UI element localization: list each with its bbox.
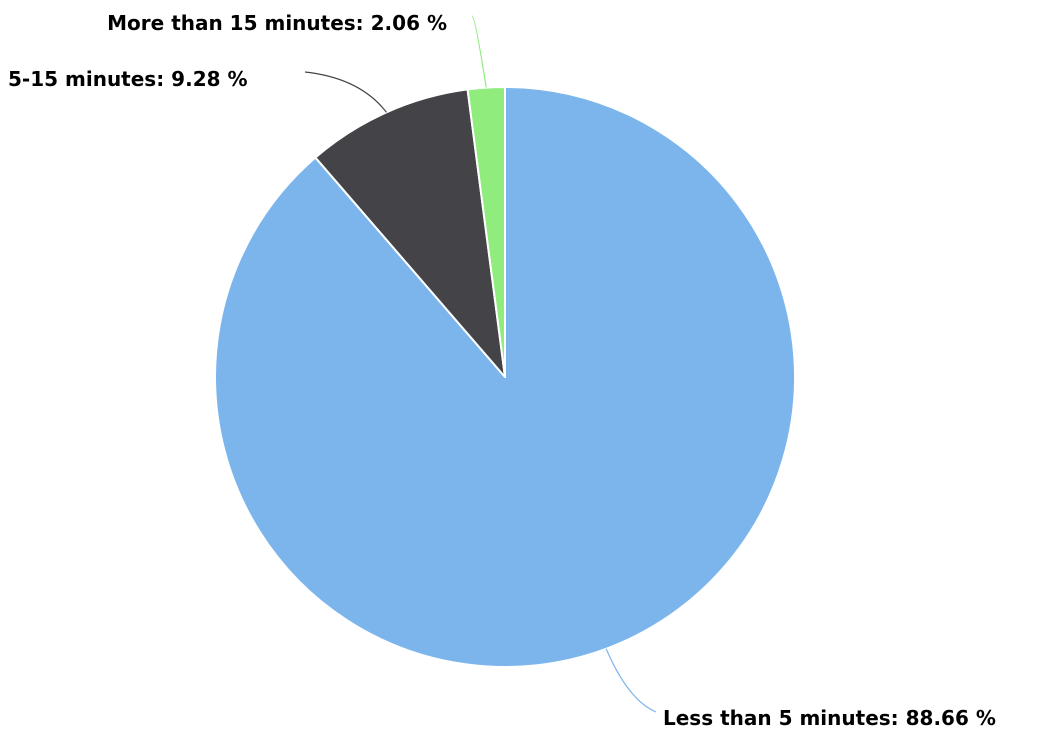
pie-slices xyxy=(214,86,796,668)
data-labels: Less than 5 minutes: 88.66 % 5-15 minute… xyxy=(8,11,996,730)
pie-slice-5-15-minutes[interactable] xyxy=(314,88,506,378)
data-label-more-than-15-minutes: More than 15 minutes: 2.06 % xyxy=(107,11,447,35)
connector-more-than-15-minutes xyxy=(471,15,487,88)
label-connectors xyxy=(304,15,657,713)
connector-5-15-minutes xyxy=(304,71,387,113)
data-label-less-than-5-minutes: Less than 5 minutes: 88.66 % xyxy=(663,706,996,730)
pie-slice-more-than-15-minutes[interactable] xyxy=(466,86,506,378)
data-label-5-15-minutes: 5-15 minutes: 9.28 % xyxy=(8,67,248,91)
connector-less-than-5-minutes xyxy=(605,648,657,713)
